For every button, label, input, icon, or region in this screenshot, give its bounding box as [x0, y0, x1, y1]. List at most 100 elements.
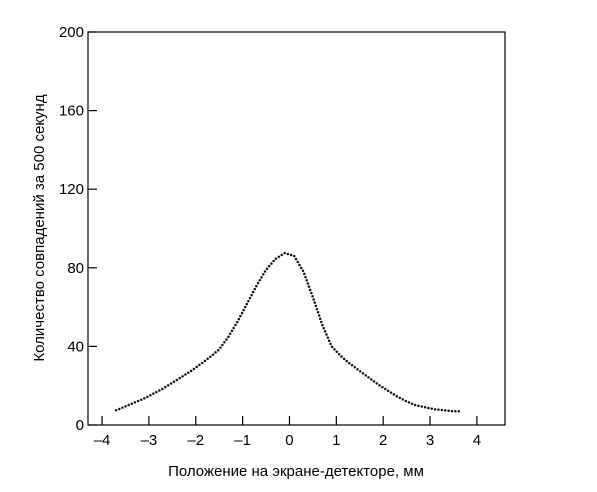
data-point	[301, 269, 305, 273]
data-point	[308, 288, 312, 292]
data-point	[342, 357, 346, 361]
plot-frame	[87, 31, 506, 426]
data-point	[164, 385, 167, 389]
y-tick-label: 0	[76, 417, 84, 434]
data-point	[353, 366, 357, 369]
data-point	[407, 401, 411, 404]
data-point	[242, 308, 245, 312]
data-point	[367, 376, 370, 379]
data-point	[214, 351, 217, 354]
data-point	[169, 382, 173, 385]
data-point	[211, 353, 215, 356]
x-tick-label: –2	[187, 432, 204, 449]
data-point	[326, 336, 330, 339]
data-point	[221, 343, 224, 347]
data-point	[195, 365, 198, 369]
data-point	[369, 378, 373, 381]
data-point	[239, 314, 242, 318]
data-point	[293, 254, 296, 258]
data-point	[310, 291, 313, 295]
data-point	[454, 410, 457, 413]
data-point	[312, 298, 315, 301]
data-point	[323, 330, 327, 333]
data-point	[139, 398, 143, 401]
data-point	[127, 403, 130, 407]
data-point	[121, 406, 124, 409]
data-point	[280, 253, 283, 257]
data-point	[283, 251, 286, 255]
data-point	[245, 302, 249, 306]
data-point	[235, 320, 239, 324]
data-point	[230, 329, 234, 333]
data-point	[263, 270, 267, 273]
x-tick-label: 2	[379, 432, 387, 449]
data-point	[299, 266, 303, 270]
data-point	[386, 389, 390, 393]
data-point	[322, 327, 326, 330]
data-point	[413, 403, 417, 407]
data-point	[192, 367, 196, 371]
data-point	[417, 404, 420, 408]
data-point	[274, 257, 278, 260]
data-point	[240, 311, 244, 315]
data-point	[272, 259, 275, 263]
x-tick-label: –4	[94, 432, 111, 449]
data-point	[258, 279, 262, 282]
data-point	[311, 294, 314, 298]
data-point	[255, 284, 258, 288]
data-point	[298, 263, 301, 267]
data-point	[203, 359, 207, 363]
data-point	[237, 317, 241, 321]
y-tick-label: 40	[67, 338, 84, 355]
data-point	[256, 281, 260, 285]
data-point	[232, 326, 235, 330]
data-point	[316, 311, 320, 314]
data-point	[317, 314, 321, 317]
data-point	[335, 350, 339, 354]
x-axis-ticks: –4 –3 –2 –1 0 1 2 3 4	[94, 416, 481, 449]
data-point	[166, 384, 170, 387]
data-point	[124, 405, 127, 408]
data-point	[133, 401, 137, 404]
data-point	[398, 396, 401, 400]
data-point	[306, 282, 310, 285]
data-point	[378, 384, 381, 387]
data-point	[253, 287, 256, 291]
data-point	[423, 406, 427, 409]
data-point	[433, 408, 437, 411]
y-tick-label: 120	[59, 181, 84, 198]
data-point	[294, 257, 298, 261]
x-axis-label: Положение на экране-детекторе, мм	[168, 463, 424, 480]
data-point	[223, 340, 226, 344]
data-point	[381, 385, 384, 389]
data-point	[209, 355, 212, 359]
data-point	[175, 378, 179, 382]
data-point	[130, 402, 134, 405]
data-point	[158, 389, 161, 392]
data-point	[304, 275, 307, 279]
data-point	[410, 402, 414, 405]
data-point	[437, 408, 440, 411]
data-point	[270, 262, 273, 265]
data-point	[315, 307, 319, 311]
data-point	[152, 392, 155, 395]
data-point	[314, 304, 318, 308]
data-point	[443, 409, 447, 412]
data-point	[348, 361, 351, 365]
data-point	[289, 253, 293, 257]
data-point	[320, 320, 323, 324]
data-point	[361, 372, 365, 375]
data-point	[219, 346, 222, 349]
data-point	[307, 285, 311, 288]
data-point	[181, 375, 184, 378]
data-point	[250, 293, 253, 297]
data-point	[333, 348, 336, 351]
y-axis-label: Количество совпадений за 500 секунд	[31, 94, 48, 361]
data-point	[225, 338, 228, 341]
data-point	[155, 390, 158, 394]
data-point	[356, 368, 359, 371]
data-point	[303, 272, 306, 276]
data-point	[146, 395, 149, 399]
data-point	[430, 407, 433, 410]
data-point	[359, 370, 362, 373]
